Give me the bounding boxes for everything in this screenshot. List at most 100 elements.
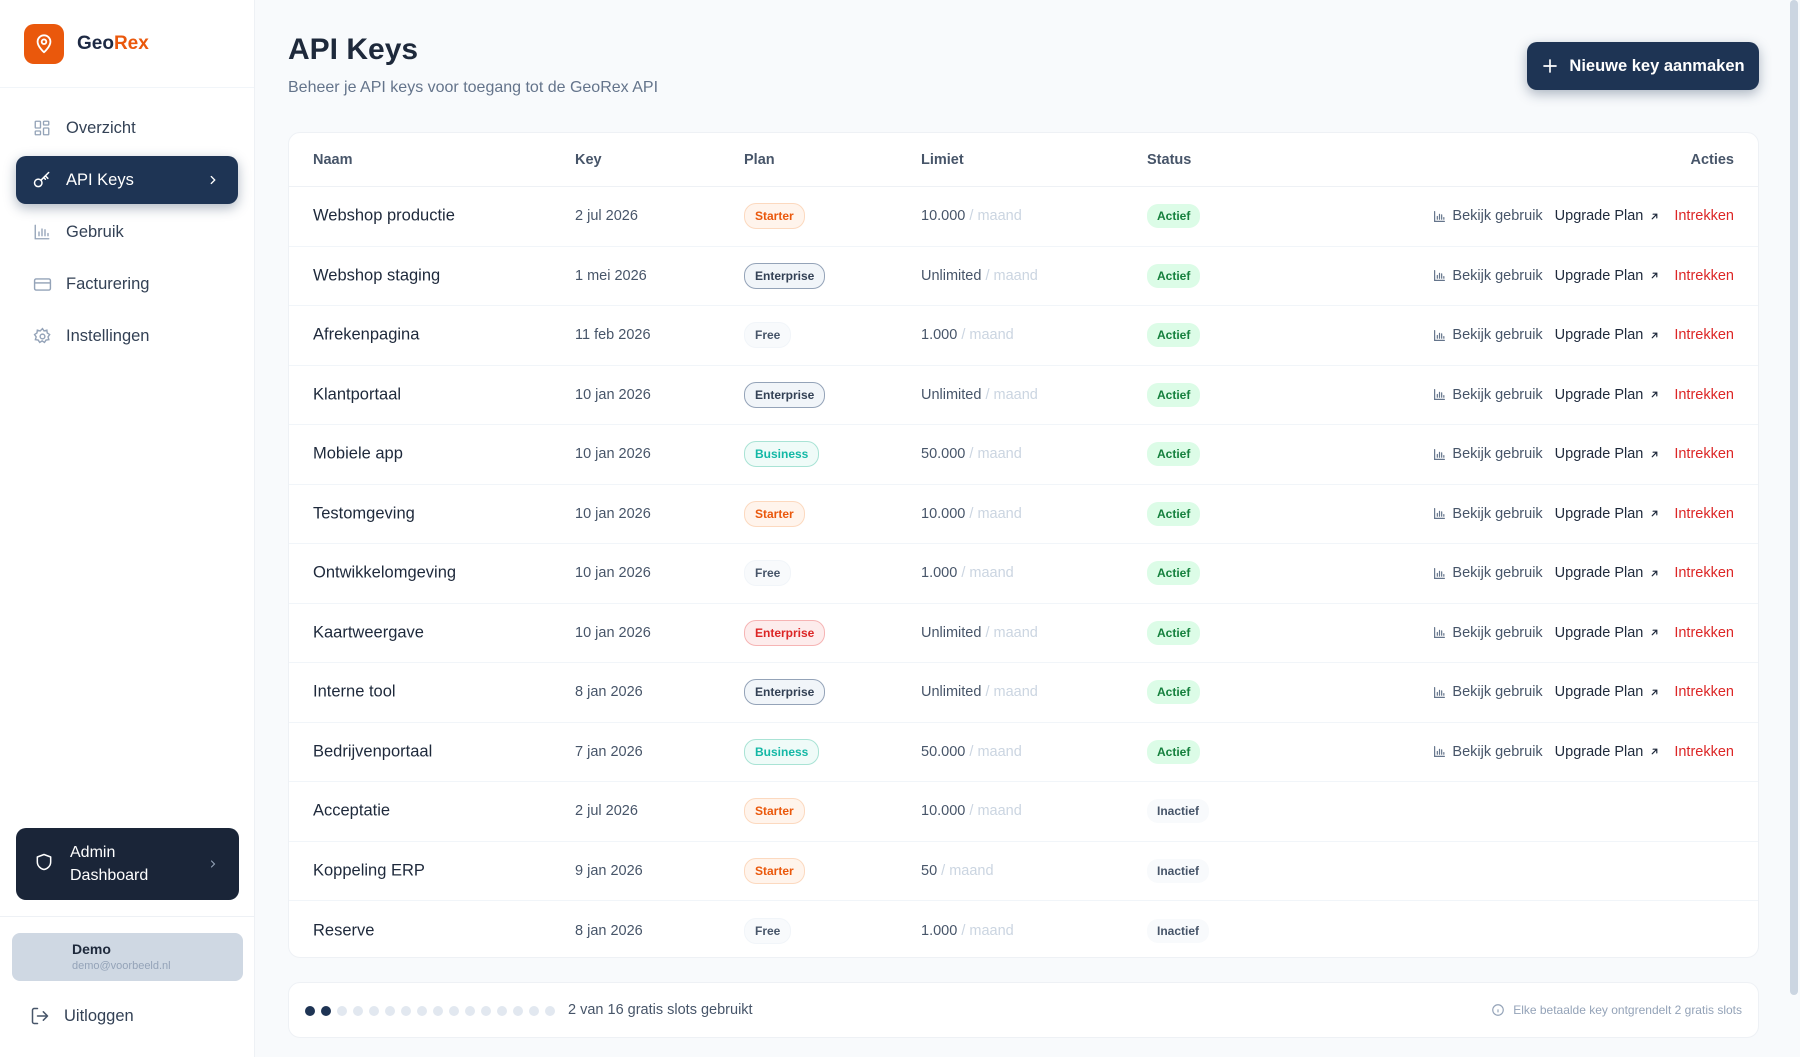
table-row: Bedrijvenportaal 7 jan 2026 Business 50.000… (289, 723, 1758, 782)
revoke-link[interactable]: Intrekken (1674, 624, 1734, 641)
status-badge: Actief (1147, 680, 1201, 705)
limit-cell: 1.000 / maand (921, 923, 1014, 939)
limit-per: / maand (985, 684, 1038, 701)
view-usage-link[interactable]: Bekijk gebruik (1433, 624, 1543, 641)
upgrade-plan-link[interactable]: Upgrade Plan (1555, 684, 1661, 700)
revoke-link[interactable]: Intrekken (1674, 208, 1734, 225)
status-cell: Actief (1147, 680, 1201, 705)
plan-badge: Free (744, 560, 792, 587)
row-actions: Bekijk gebruik Upgrade Plan Intrekken (1433, 208, 1734, 224)
view-usage-link[interactable]: Bekijk gebruik (1433, 268, 1543, 284)
upgrade-plan-link[interactable]: Upgrade Plan (1555, 268, 1661, 284)
table-row: Acceptatie 2 jul 2026 Starter 10.000 / maan… (289, 782, 1758, 842)
sidebar-item-instellingen[interactable]: Instellingen (16, 312, 238, 360)
limit-per: / maand (969, 505, 1022, 522)
view-usage-label: Bekijk gebruik (1452, 684, 1543, 701)
sidebar-item-overzicht[interactable]: Overzicht (16, 104, 238, 152)
key-icon (32, 170, 52, 190)
revoke-link[interactable]: Intrekken (1674, 267, 1734, 284)
bar-chart-icon (1433, 686, 1446, 699)
plan-cell: Free (744, 560, 792, 587)
col-name: Naam (313, 152, 353, 168)
table-row: Klantportaal 10 jan 2026 Enterprise Unlimit… (289, 366, 1758, 425)
plan-cell: Starter (744, 203, 805, 230)
view-usage-link[interactable]: Bekijk gebruik (1433, 208, 1543, 224)
sidebar-item-gebruik[interactable]: Gebruik (16, 208, 238, 256)
status-badge: Actief (1147, 561, 1201, 586)
plan-badge: Free (744, 322, 792, 349)
sidebar-item-facturering[interactable]: Facturering (16, 260, 238, 308)
plan-cell: Enterprise (744, 262, 826, 289)
revoke-link[interactable]: Intrekken (1674, 505, 1734, 522)
revoke-link[interactable]: Intrekken (1674, 565, 1734, 582)
status-cell: Inactief (1147, 799, 1210, 824)
slots-hint-text: Elke betaalde key ontgrendelt 2 gratis s… (1513, 1003, 1742, 1017)
admin-dashboard-button[interactable]: Admin Dashboard (16, 828, 239, 900)
view-usage-link[interactable]: Bekijk gebruik (1433, 506, 1543, 522)
new-key-button[interactable]: Nieuwe key aanmaken (1527, 42, 1759, 90)
view-usage-link[interactable]: Bekijk gebruik (1433, 744, 1543, 760)
view-usage-link[interactable]: Bekijk gebruik (1433, 327, 1543, 343)
view-usage-label: Bekijk gebruik (1452, 624, 1543, 641)
upgrade-plan-link[interactable]: Upgrade Plan (1555, 506, 1661, 522)
status-badge: Inactief (1147, 858, 1210, 883)
logout-button[interactable]: Uitloggen (30, 1006, 134, 1026)
row-actions: Bekijk gebruik Upgrade Plan Intrekken (1433, 684, 1734, 700)
status-badge: Actief (1147, 620, 1201, 645)
upgrade-plan-link[interactable]: Upgrade Plan (1555, 208, 1661, 224)
revoke-link[interactable]: Intrekken (1674, 327, 1734, 344)
key-date: 2 jul 2026 (575, 803, 638, 820)
status-badge: Actief (1147, 442, 1201, 467)
key-date: 10 jan 2026 (575, 565, 651, 582)
bar-chart-icon (1433, 210, 1446, 223)
slot-dot-free (433, 1006, 443, 1016)
slot-dot-free (481, 1006, 491, 1016)
table-row: Reserve 8 jan 2026 Free 1.000 / maand Inacti… (289, 901, 1758, 957)
limit-value: 1.000 (921, 327, 958, 344)
limit-value: 50.000 (921, 446, 966, 463)
slot-dot-free (497, 1006, 507, 1016)
limit-cell: Unlimited / maand (921, 625, 1038, 641)
upgrade-plan-link[interactable]: Upgrade Plan (1555, 387, 1661, 403)
table-row: Kaartweergave 10 jan 2026 Enterprise Unlimi… (289, 604, 1758, 663)
user-card[interactable]: Demo demo@voorbeeld.nl (12, 933, 243, 981)
key-date: 2 jul 2026 (575, 208, 638, 225)
key-name: Mobiele app (313, 444, 403, 463)
limit-cell: 10.000 / maand (921, 506, 1022, 522)
scrollbar[interactable] (1790, 0, 1798, 995)
slot-dot-free (417, 1006, 427, 1016)
limit-per: / maand (969, 743, 1022, 760)
bar-chart-icon (1433, 388, 1446, 401)
sidebar-item-label: Overzicht (66, 118, 136, 137)
revoke-link[interactable]: Intrekken (1674, 684, 1734, 701)
col-plan: Plan (744, 152, 775, 168)
plan-cell: Business (744, 441, 820, 468)
upgrade-plan-link[interactable]: Upgrade Plan (1555, 327, 1661, 343)
key-name: Afrekenpagina (313, 325, 420, 344)
revoke-link[interactable]: Intrekken (1674, 446, 1734, 463)
upgrade-plan-link[interactable]: Upgrade Plan (1555, 446, 1661, 462)
key-date: 9 jan 2026 (575, 862, 643, 879)
brand[interactable]: GeoRex (0, 0, 254, 88)
sidebar-item-api-keys[interactable]: API Keys (16, 156, 238, 204)
status-cell: Actief (1147, 739, 1201, 764)
brand-name: GeoRex (77, 32, 149, 54)
bar-chart-icon (1433, 269, 1446, 282)
revoke-link[interactable]: Intrekken (1674, 386, 1734, 403)
upgrade-plan-link[interactable]: Upgrade Plan (1555, 744, 1661, 760)
view-usage-link[interactable]: Bekijk gebruik (1433, 446, 1543, 462)
view-usage-link[interactable]: Bekijk gebruik (1433, 565, 1543, 581)
slot-dot-free (401, 1006, 411, 1016)
view-usage-link[interactable]: Bekijk gebruik (1433, 684, 1543, 701)
upgrade-plan-label: Upgrade Plan (1554, 565, 1644, 582)
revoke-link[interactable]: Intrekken (1674, 743, 1734, 760)
bar-chart-icon (1433, 745, 1446, 758)
col-actions: Acties (1690, 152, 1734, 168)
upgrade-plan-link[interactable]: Upgrade Plan (1555, 565, 1661, 581)
slot-dot-used (321, 1006, 331, 1016)
chevron-right-icon (207, 856, 219, 877)
view-usage-link[interactable]: Bekijk gebruik (1433, 387, 1543, 403)
upgrade-plan-link[interactable]: Upgrade Plan (1555, 625, 1661, 641)
status-cell: Actief (1147, 442, 1201, 467)
slots-text: 2 van 16 gratis slots gebruikt (568, 1002, 753, 1018)
